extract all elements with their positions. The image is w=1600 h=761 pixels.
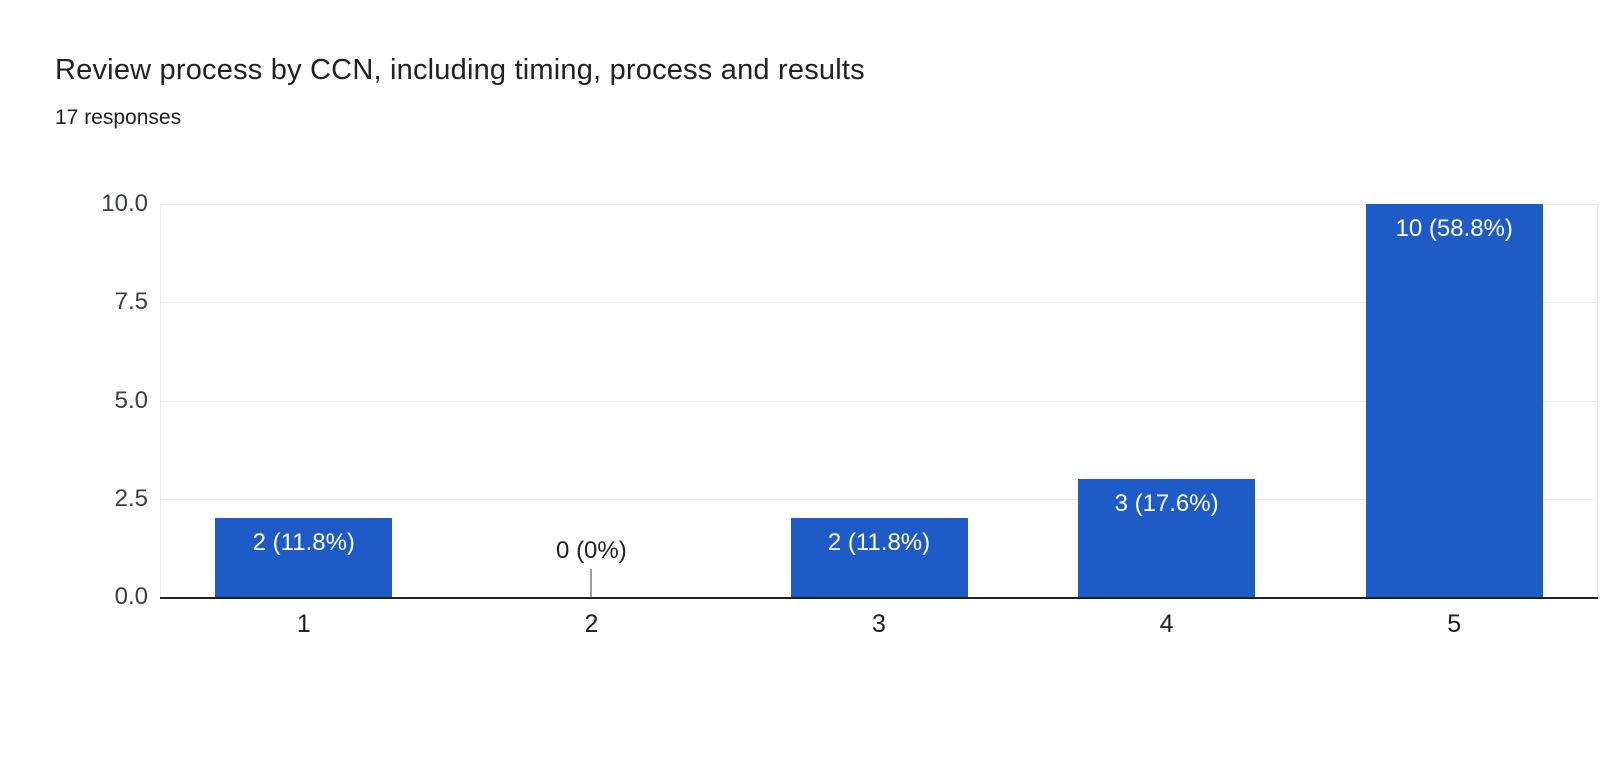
x-axis-tick-label: 3 [872, 610, 886, 638]
gridline [160, 302, 1598, 304]
gridline [160, 498, 1598, 500]
bar[interactable] [790, 518, 968, 597]
y-axis-tick-label: 5.0 [114, 386, 148, 414]
gridline [160, 400, 1598, 402]
bar-value-label: 3 (17.6%) [1114, 490, 1219, 518]
zero-stub-line [590, 569, 593, 597]
bar-value-label: 10 (58.8%) [1395, 215, 1513, 242]
x-axis-tick-label: 5 [1447, 610, 1462, 638]
bar-value-label: 2 (11.8%) [252, 529, 355, 557]
x-axis-tick-label: 1 [296, 610, 311, 638]
y-axis-tick-label: 10.0 [101, 190, 148, 217]
y-axis-tick-label: 0.0 [114, 583, 148, 610]
bar[interactable] [1365, 204, 1543, 597]
x-axis-tick-label: 4 [1159, 610, 1174, 638]
y-axis-tick-label: 2.5 [114, 484, 148, 512]
bar[interactable] [215, 518, 393, 597]
bar[interactable] [1078, 479, 1256, 597]
y-axis-tick-label: 7.5 [114, 288, 148, 316]
chart-title: Review process by CCN, including timing,… [55, 54, 865, 86]
gridline [160, 204, 1598, 205]
x-axis-tick-label: 2 [584, 610, 599, 638]
zero-value-label: 0 (0%) [556, 537, 627, 564]
plot-left-border [160, 204, 161, 597]
response-count: 17 responses [55, 106, 182, 129]
x-axis-line [160, 597, 1598, 599]
plot-right-border [1597, 204, 1598, 597]
bar-value-label: 2 (11.8%) [827, 529, 931, 557]
